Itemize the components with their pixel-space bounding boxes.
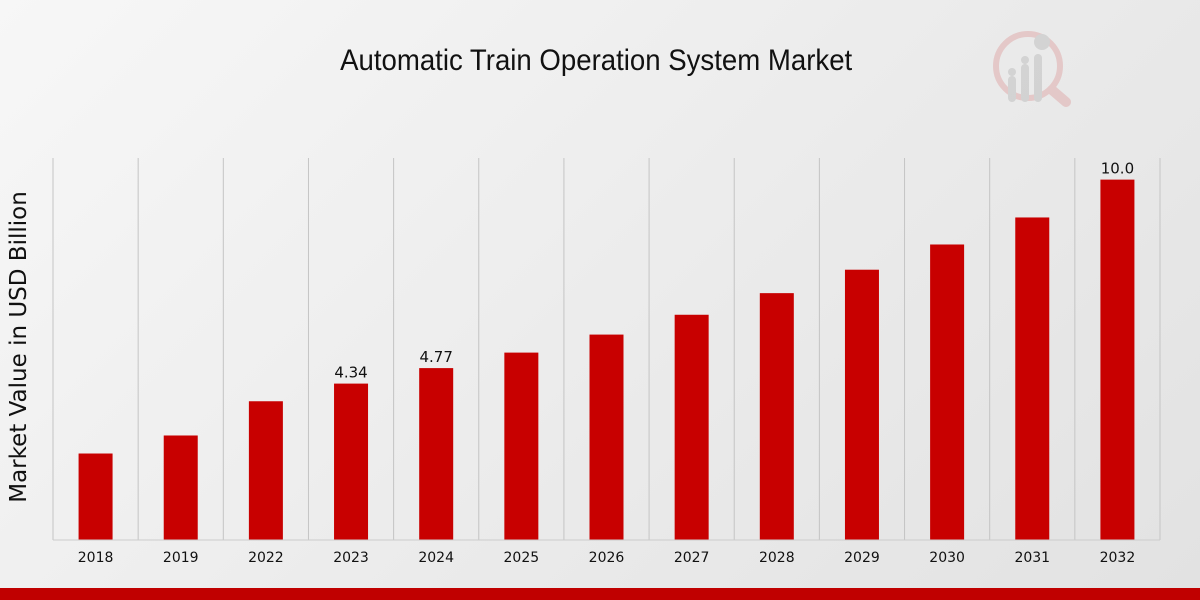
y-axis-label: Market Value in USD Billion (6, 191, 32, 503)
labels-layer: 2018 2019 2022 2023 4.34 2024 4.77 2025 2026 2027… (78, 160, 1135, 566)
bar-2027 (674, 314, 709, 540)
x-tick-label-2029: 2029 (844, 550, 880, 566)
x-tick-label-2027: 2027 (674, 550, 710, 566)
grid-layer (52, 158, 1161, 540)
data-label-2023: 4.34 (334, 364, 367, 382)
data-label-2024: 4.77 (419, 348, 452, 366)
x-tick-label-2032: 2032 (1100, 550, 1136, 566)
bar-2030 (930, 244, 965, 540)
x-tick-label-2022: 2022 (248, 550, 284, 566)
bar-2025 (504, 352, 539, 540)
bar-2023 (334, 383, 369, 540)
bar-2032 (1100, 179, 1135, 541)
bar-2028 (759, 293, 794, 540)
x-tick-label-2018: 2018 (78, 550, 114, 566)
bottom-accent-bar (0, 588, 1200, 600)
x-tick-label-2019: 2019 (163, 550, 199, 566)
x-tick-label-2031: 2031 (1014, 550, 1050, 566)
bar-2019 (163, 435, 198, 540)
chart-title: Automatic Train Operation System Market (340, 44, 852, 77)
x-tick-label-2025: 2025 (504, 550, 540, 566)
x-tick-label-2026: 2026 (589, 550, 625, 566)
x-tick-label-2024: 2024 (418, 550, 454, 566)
bar-2031 (1015, 217, 1050, 540)
x-tick-label-2030: 2030 (929, 550, 965, 566)
data-label-2032: 10.0 (1101, 160, 1134, 178)
bar-2022 (248, 401, 283, 540)
bar-2018 (78, 453, 113, 540)
bars-layer (78, 179, 1135, 541)
brand-logo-icon (993, 31, 1071, 107)
bar-2026 (589, 334, 624, 540)
bar-2029 (844, 269, 879, 540)
x-tick-label-2028: 2028 (759, 550, 795, 566)
x-tick-label-2023: 2023 (333, 550, 369, 566)
bar-2024 (419, 368, 454, 540)
